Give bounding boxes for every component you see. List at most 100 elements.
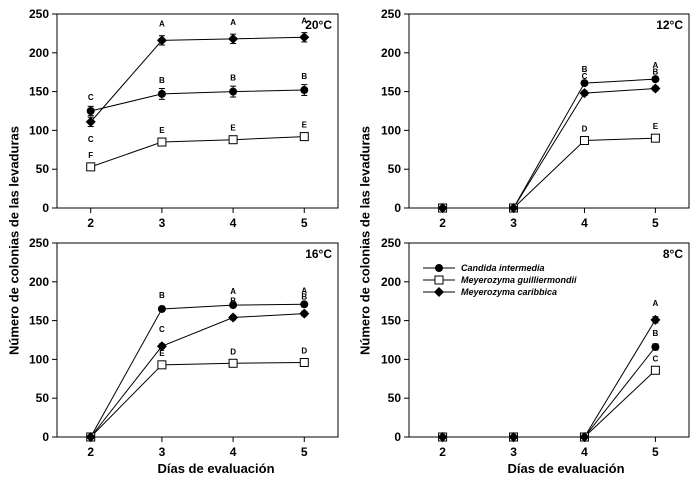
significance-letter: C [88, 135, 94, 144]
x-tick-label: 2 [87, 445, 94, 459]
significance-letter: A [230, 18, 236, 27]
significance-letter: B [301, 72, 307, 81]
x-tick-label: 3 [159, 216, 166, 230]
data-point [299, 358, 309, 368]
y-tick-label: 150 [29, 314, 49, 328]
significance-letter: D [301, 347, 307, 356]
plot-frame [56, 242, 339, 438]
significance-letter: D [582, 124, 588, 133]
y-tick-label: 100 [381, 352, 401, 366]
data-point [437, 432, 448, 442]
data-point [157, 89, 166, 98]
x-tick-label: 2 [439, 445, 446, 459]
significance-letter: C [88, 93, 94, 102]
y-tick-label: 150 [381, 85, 401, 99]
y-tick-label: 250 [381, 236, 401, 250]
significance-letter: C [582, 72, 588, 81]
data-point [579, 432, 590, 442]
y-tick-label: 100 [381, 123, 401, 137]
significance-letter: A [653, 299, 659, 308]
x-tick-label: 3 [510, 445, 517, 459]
x-tick-label: 5 [301, 445, 308, 459]
y-tick-label: 200 [29, 46, 49, 60]
significance-letter: D [230, 347, 236, 356]
data-point [579, 88, 590, 99]
data-point [228, 135, 238, 145]
significance-letter: A [230, 287, 236, 296]
significance-letter: F [88, 151, 93, 160]
series-line [90, 313, 305, 438]
x-tick-label: 4 [581, 445, 588, 459]
data-point [228, 312, 239, 323]
significance-letter: B [301, 293, 307, 302]
significance-letter: B [653, 329, 659, 338]
y-tick-label: 250 [29, 7, 49, 21]
y-tick-label: 200 [381, 275, 401, 289]
x-tick-label: 5 [652, 445, 659, 459]
significance-letter: B [159, 76, 165, 85]
legend-marker [434, 275, 444, 285]
legend-marker [434, 287, 444, 297]
y-axis-label-left: Número de colonias de las levaduras [6, 125, 22, 356]
series-line [442, 319, 656, 438]
y-tick-label: 50 [36, 162, 50, 176]
y-tick-label: 0 [394, 430, 401, 444]
significance-letter: A [653, 61, 659, 70]
significance-letter: B [230, 296, 236, 305]
x-axis-label-right: Días de evaluación [507, 461, 625, 476]
y-tick-label: 250 [381, 7, 401, 21]
y-tick-label: 0 [42, 201, 49, 215]
significance-letter: B [582, 65, 588, 74]
x-axis-label-left: Días de evaluación [157, 461, 275, 476]
significance-letter: B [653, 67, 659, 76]
series-line [442, 346, 656, 438]
y-tick-label: 50 [36, 391, 50, 405]
data-point [299, 308, 310, 319]
significance-letter: A [301, 16, 307, 25]
data-point [156, 341, 167, 352]
data-point [229, 301, 238, 310]
data-point [300, 300, 309, 309]
series-line [442, 78, 656, 209]
series-line [442, 369, 656, 438]
legend-entry: Meyerozyma caribbica [461, 287, 557, 297]
y-tick-label: 50 [388, 162, 402, 176]
data-point [86, 162, 96, 172]
significance-letter: B [159, 291, 165, 300]
significance-letter: E [230, 124, 236, 133]
x-tick-label: 4 [230, 216, 237, 230]
data-point [300, 86, 309, 95]
x-tick-label: 5 [301, 216, 308, 230]
series-line [90, 36, 305, 123]
data-point [228, 33, 239, 44]
y-tick-label: 200 [381, 46, 401, 60]
significance-letter: B [230, 74, 236, 83]
x-tick-label: 4 [230, 445, 237, 459]
data-point [580, 79, 589, 88]
y-tick-label: 200 [29, 275, 49, 289]
data-point [579, 135, 589, 145]
series-line [90, 136, 305, 168]
data-point [157, 360, 167, 370]
legend: Candida intermedia Meyerozyma guilliermon… [423, 263, 577, 297]
data-point [86, 107, 95, 115]
series-line [442, 137, 656, 209]
data-point [508, 432, 519, 442]
series-line [90, 362, 305, 438]
data-point [650, 133, 660, 143]
significance-letter: C [653, 354, 659, 363]
panel-label: 8°C [663, 247, 683, 261]
y-tick-label: 100 [29, 123, 49, 137]
plot-frame [408, 242, 690, 438]
data-point [85, 432, 96, 442]
chart-panel-4: 0 50 100 150 200 250 2 3 4 5 8°C B C A Candida interme… [381, 236, 690, 459]
x-tick-label: 3 [159, 445, 166, 459]
data-point [228, 358, 238, 368]
data-point [437, 203, 448, 213]
x-tick-label: 5 [652, 216, 659, 230]
y-tick-label: 0 [394, 201, 401, 215]
legend-entry: Candida intermedia [461, 263, 545, 273]
significance-letter: E [653, 122, 659, 131]
